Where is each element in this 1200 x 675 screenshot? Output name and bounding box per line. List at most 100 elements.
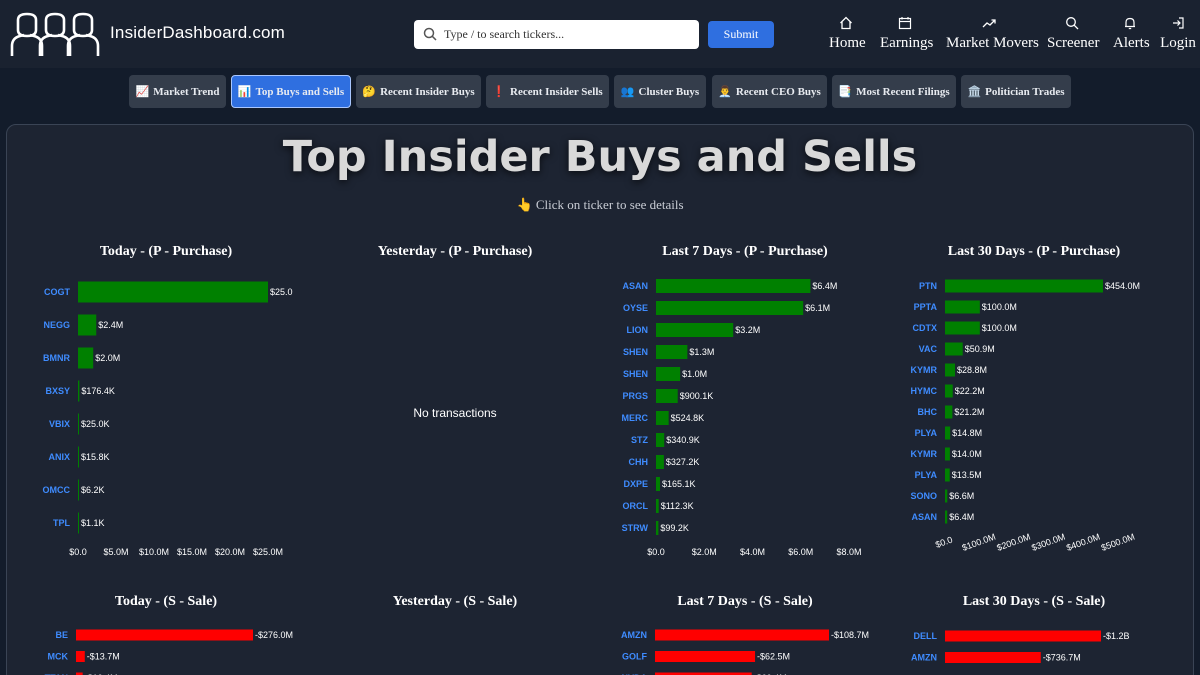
- bar: [656, 521, 659, 535]
- ticker-label[interactable]: DELL: [914, 631, 938, 641]
- brand-name[interactable]: InsiderDashboard.com: [110, 23, 286, 42]
- nav-market-movers[interactable]: Market Movers: [946, 16, 1039, 52]
- nav-screener[interactable]: Screener: [1047, 16, 1099, 52]
- home-icon: [840, 16, 852, 30]
- tab-recent-insider-buys[interactable]: 🤔 Recent Insider Buys: [356, 75, 481, 108]
- ticker-label[interactable]: TPL: [53, 518, 71, 528]
- nav-earnings-label: Earnings: [880, 35, 934, 51]
- bar: [78, 479, 79, 501]
- bar: [945, 384, 953, 398]
- ticker-label[interactable]: ASAN: [622, 281, 648, 291]
- bar: [656, 367, 681, 381]
- search-input[interactable]: [444, 24, 689, 45]
- ticker-label[interactable]: TTAN: [45, 673, 68, 675]
- ticker-label[interactable]: MCK: [48, 652, 69, 662]
- ticker-label[interactable]: AMZN: [621, 630, 647, 640]
- axis-tick-label: $2.0M: [692, 547, 717, 557]
- bar: [945, 426, 951, 440]
- bar: [656, 499, 659, 513]
- ticker-label[interactable]: OMCC: [43, 485, 71, 495]
- tab-politician-trades[interactable]: 🏛️ Politician Trades: [961, 75, 1071, 108]
- ticker-label[interactable]: DXPE: [623, 479, 648, 489]
- value-label: -$10.4M: [85, 673, 118, 675]
- ticker-label[interactable]: ASAN: [911, 512, 937, 522]
- document-icon: 📑: [838, 86, 853, 98]
- ticker-label[interactable]: PPTA: [914, 302, 938, 312]
- bar: [656, 301, 804, 315]
- axis-tick-label: $5.0M: [103, 547, 128, 557]
- ticker-label[interactable]: ORCL: [623, 501, 649, 511]
- nav-login[interactable]: Login: [1160, 16, 1196, 52]
- nav-alerts[interactable]: Alerts: [1113, 16, 1150, 52]
- bar: [945, 489, 948, 503]
- ticker-label[interactable]: COGT: [44, 287, 71, 297]
- value-label: -$60.4M: [754, 673, 787, 675]
- ticker-label[interactable]: NVDA: [621, 673, 647, 675]
- tab-top-buys-and-sells[interactable]: 📊 Top Buys and Sells: [231, 75, 351, 108]
- ticker-label[interactable]: ANIX: [48, 452, 70, 462]
- ticker-label[interactable]: STRW: [622, 523, 649, 533]
- ticker-label[interactable]: HYMC: [911, 386, 938, 396]
- ticker-label[interactable]: PLYA: [915, 428, 938, 438]
- search-icon: [1066, 17, 1079, 30]
- tab-cluster-buys[interactable]: 👥 Cluster Buys: [614, 75, 706, 108]
- nav-home[interactable]: Home: [829, 16, 866, 52]
- ticker-label[interactable]: SHEN: [623, 369, 648, 379]
- chart-title-7days-sale: Last 7 Days - (S - Sale): [677, 594, 813, 609]
- bar: [656, 433, 665, 447]
- trending-up-icon: [982, 19, 996, 28]
- bar: [945, 652, 1041, 663]
- ticker-label[interactable]: VBIX: [49, 419, 70, 429]
- ticker-label[interactable]: AMZN: [911, 653, 937, 663]
- nav-market-movers-label: Market Movers: [946, 35, 1039, 51]
- ticker-label[interactable]: KYMR: [911, 365, 938, 375]
- value-label: $25.0: [270, 287, 293, 297]
- bar: [656, 279, 811, 293]
- ticker-label[interactable]: PLYA: [915, 470, 938, 480]
- ticker-label[interactable]: GOLF: [622, 652, 647, 662]
- ticker-label[interactable]: SONO: [910, 491, 937, 501]
- bar: [656, 323, 734, 337]
- ticker-label[interactable]: KYMR: [911, 449, 938, 459]
- ticker-label[interactable]: STZ: [631, 435, 649, 445]
- ticker-label[interactable]: NEGG: [43, 320, 70, 330]
- bar: [945, 363, 956, 377]
- nav-earnings[interactable]: Earnings: [880, 16, 934, 52]
- ticker-label[interactable]: BXSY: [45, 386, 70, 396]
- chart-title-30days-sale: Last 30 Days - (S - Sale): [962, 594, 1106, 609]
- ticker-label[interactable]: BHC: [918, 407, 938, 417]
- axis-tick-label: $6.0M: [788, 547, 813, 557]
- bar: [945, 321, 980, 335]
- value-label: $14.8M: [952, 428, 982, 438]
- tab-recent-ceo-buys[interactable]: 👨‍💼 Recent CEO Buys: [712, 75, 827, 108]
- ticker-label[interactable]: PRGS: [622, 391, 648, 401]
- ticker-label[interactable]: SHEN: [623, 347, 648, 357]
- submit-button[interactable]: Submit: [708, 21, 774, 48]
- ticker-label[interactable]: MERC: [622, 413, 649, 423]
- axis-tick-label: $0.0: [69, 547, 87, 557]
- ticker-label[interactable]: BE: [55, 630, 68, 640]
- ticker-label[interactable]: LION: [627, 325, 649, 335]
- bar: [945, 405, 953, 419]
- bar: [945, 342, 963, 356]
- ticker-label[interactable]: VAC: [919, 344, 938, 354]
- value-label: $327.2K: [666, 457, 700, 467]
- logo-icon[interactable]: [8, 12, 100, 58]
- tab-label: Recent Insider Sells: [510, 85, 603, 98]
- ticker-label[interactable]: PTN: [919, 281, 937, 291]
- value-label: $176.4K: [81, 386, 115, 396]
- tab-label: Recent CEO Buys: [735, 85, 821, 98]
- tab-market-trend[interactable]: 📈 Market Trend: [129, 75, 226, 108]
- ticker-label[interactable]: CDTX: [913, 323, 938, 333]
- bar: [656, 389, 678, 403]
- value-label: $2.0M: [95, 353, 120, 363]
- tab-recent-insider-sells[interactable]: ❗ Recent Insider Sells: [486, 75, 609, 108]
- value-label: $6.4M: [812, 281, 837, 291]
- bar: [945, 510, 948, 524]
- tab-most-recent-filings[interactable]: 📑 Most Recent Filings: [832, 75, 956, 108]
- ticker-label[interactable]: BMNR: [43, 353, 70, 363]
- value-label: $524.8K: [671, 413, 705, 423]
- ticker-label[interactable]: CHH: [629, 457, 649, 467]
- ticker-label[interactable]: OYSE: [623, 303, 648, 313]
